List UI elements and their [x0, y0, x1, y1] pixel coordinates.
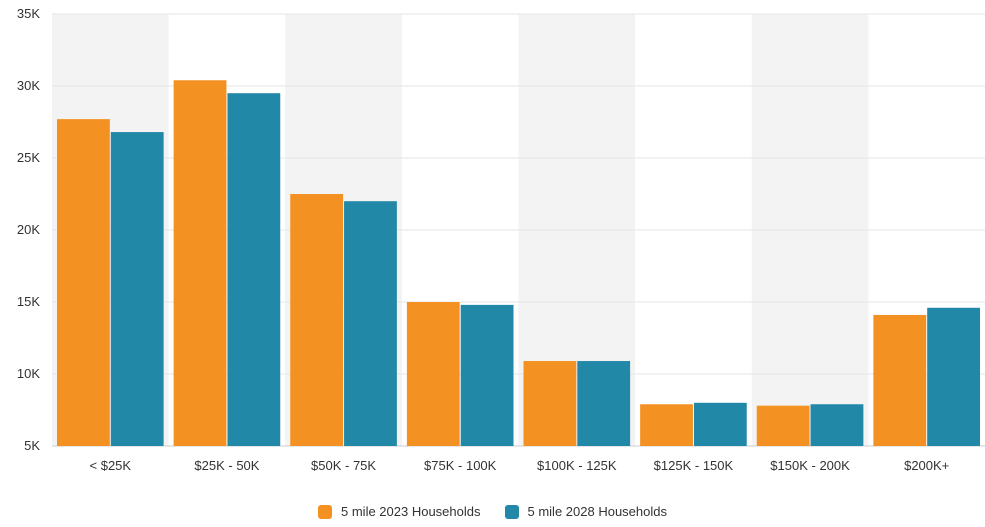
x-tick-label: $100K - 125K [537, 458, 617, 473]
bar-2023[interactable] [290, 194, 344, 446]
y-tick-label: 30K [17, 78, 40, 93]
x-tick-label: $75K - 100K [424, 458, 497, 473]
y-tick-label: 25K [17, 150, 40, 165]
bar-2028[interactable] [577, 361, 631, 446]
legend: 5 mile 2023 Households 5 mile 2028 House… [0, 504, 985, 519]
bar-2023[interactable] [756, 405, 810, 446]
x-tick-label: $200K+ [904, 458, 949, 473]
bar-2023[interactable] [406, 302, 460, 446]
y-axis-ticks: 5K 10K 15K 20K 25K 30K 35K [17, 6, 40, 453]
bar-2028[interactable] [227, 93, 281, 446]
legend-item-2028[interactable]: 5 mile 2028 Households [504, 504, 667, 519]
legend-swatch-2023 [318, 504, 333, 519]
bar-2028[interactable] [460, 304, 514, 446]
bar-2028[interactable] [927, 307, 980, 446]
bar-2028[interactable] [810, 404, 864, 446]
x-axis-ticks: < $25K $25K - 50K $50K - 75K $75K - 100K $10… [90, 458, 950, 473]
y-tick-label: 20K [17, 222, 40, 237]
legend-item-2023[interactable]: 5 mile 2023 Households [318, 504, 481, 519]
y-tick-label: 10K [17, 366, 40, 381]
bar-2028[interactable] [344, 201, 397, 446]
bar-2028[interactable] [693, 402, 747, 446]
bars [57, 80, 980, 447]
legend-label-2023: 5 mile 2023 Households [341, 504, 481, 519]
y-tick-label: 15K [17, 294, 40, 309]
bar-2023[interactable] [523, 361, 577, 446]
bar-2028[interactable] [110, 132, 164, 446]
x-tick-label: < $25K [90, 458, 132, 473]
legend-swatch-2028 [504, 504, 519, 519]
legend-label-2028: 5 mile 2028 Households [527, 504, 667, 519]
bar-2023[interactable] [57, 119, 110, 447]
chart-canvas: 5K 10K 15K 20K 25K 30K 35K < $25K $25K - 50K $50… [17, 6, 985, 473]
x-tick-label: $125K - 150K [654, 458, 734, 473]
bar-2023[interactable] [640, 404, 693, 446]
x-tick-label: $50K - 75K [311, 458, 376, 473]
x-tick-label: $25K - 50K [194, 458, 259, 473]
x-tick-label: $150K - 200K [770, 458, 850, 473]
y-tick-label: 35K [17, 6, 40, 21]
bar-2023[interactable] [873, 314, 927, 446]
y-tick-label: 5K [24, 438, 40, 453]
bar-2023[interactable] [173, 80, 227, 447]
